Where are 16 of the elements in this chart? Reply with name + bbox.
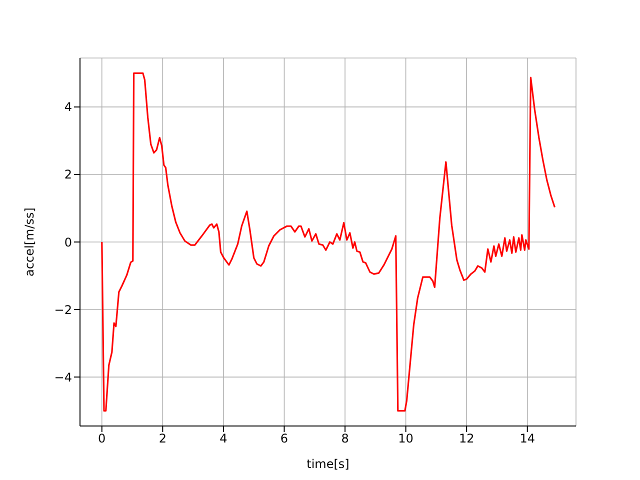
y-tick-label: 0 (64, 235, 72, 250)
x-tick-label: 10 (398, 432, 414, 446)
y-tick-label: −4 (54, 370, 72, 384)
x-tick-label: 14 (520, 432, 536, 446)
line-series (101, 72, 556, 412)
y-tick-label: −2 (54, 302, 72, 317)
x-tick-label: 4 (220, 432, 228, 446)
x-axis-title: time[s] (306, 457, 350, 471)
x-tick-label: 12 (458, 432, 474, 446)
y-tick-label: 4 (64, 100, 72, 114)
x-tick-label: 2 (158, 432, 166, 446)
x-tick-label: 6 (280, 432, 288, 446)
x-tick-label: 0 (98, 432, 106, 446)
y-tick-label: 2 (64, 168, 72, 182)
x-tick-label: 8 (341, 432, 349, 446)
y-axis-title: accel[m/ss] (22, 208, 36, 276)
